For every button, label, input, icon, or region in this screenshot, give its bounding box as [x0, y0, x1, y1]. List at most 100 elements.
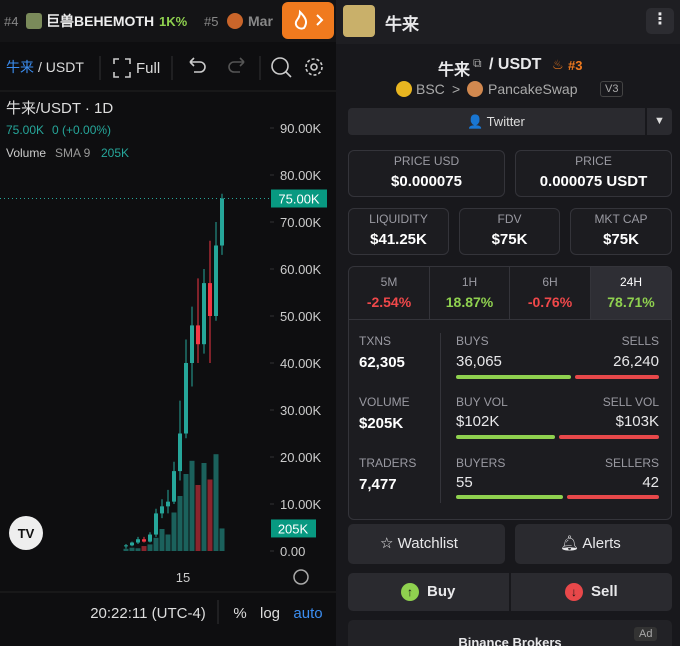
watchlist-button[interactable]: [348, 524, 505, 564]
chart-settings-icon[interactable]: [293, 569, 309, 585]
fire-icon: [294, 9, 308, 30]
stat-value: 55: [456, 474, 473, 491]
chart-title: 牛来/USDT · 1D: [6, 100, 113, 117]
stat-value: 62,305: [359, 354, 405, 371]
metric-label: LIQUIDITY: [369, 212, 428, 226]
token-icon: [227, 13, 243, 29]
stat-value: 42: [642, 474, 659, 491]
candle-body: [142, 539, 146, 542]
search-icon[interactable]: [271, 57, 289, 75]
timeframe-tab-active[interactable]: [591, 267, 671, 320]
chain-icon: [396, 81, 412, 97]
token-icon: [26, 13, 42, 29]
timeframe-tab[interactable]: [430, 267, 510, 320]
pair-base: 牛来: [6, 59, 34, 75]
undo-icon[interactable]: [189, 57, 206, 73]
candle-body: [130, 542, 134, 546]
volume-bar: [165, 534, 171, 551]
volume-bar: [141, 546, 147, 551]
chain: BSC: [416, 81, 445, 97]
fullscreen-icon[interactable]: [113, 58, 131, 78]
volume-bar: [153, 537, 159, 551]
stat-label: SELL VOL: [602, 395, 659, 409]
buy-button[interactable]: [348, 573, 509, 611]
divider: [440, 333, 441, 503]
timeframe-label: 6H: [542, 275, 558, 289]
dex: PancakeSwap: [488, 81, 578, 97]
timeframe-change: -2.54%: [366, 294, 412, 310]
metric-box: [570, 208, 672, 255]
timeframe-label: 1H: [461, 275, 478, 289]
dex-version: V3: [600, 81, 624, 97]
x-tick-label: 15: [176, 570, 190, 585]
metric-label: MKT CAP: [594, 212, 648, 226]
trending-name: Mar: [248, 13, 273, 29]
candle-body: [160, 506, 164, 514]
volume-bar: [213, 454, 219, 551]
percent-toggle[interactable]: %: [233, 605, 246, 622]
candle-body: [220, 198, 224, 246]
candle-body: [154, 513, 158, 535]
rank: #5: [204, 14, 218, 29]
price-box: [515, 150, 672, 197]
volume-bar: [177, 496, 183, 551]
dex-icon: [467, 81, 483, 97]
twitter-text: Twitter: [486, 114, 525, 129]
price-value: 0.000075 USDT: [539, 173, 648, 190]
stat-label: TXNS: [359, 334, 392, 348]
trending-name: 巨兽BEHEMOTH: [46, 13, 154, 29]
volume-value: 205K: [101, 146, 129, 160]
y-tick-label: 60.00K: [280, 262, 322, 277]
candle-body: [184, 363, 188, 434]
volume-bar: [207, 479, 213, 551]
top-bar-bg: [0, 0, 336, 42]
twitter-button[interactable]: [348, 108, 645, 135]
volume-bar: [219, 528, 225, 551]
sma-label: SMA 9: [55, 146, 91, 160]
last-volume-tag: [271, 519, 316, 538]
separator: >: [452, 81, 461, 97]
sell-icon: ↓: [565, 583, 583, 601]
y-tick-label: 20.00K: [280, 450, 322, 465]
volume-bar: [135, 548, 141, 551]
stat-label: VOLUME: [359, 395, 410, 409]
candle-body: [136, 539, 140, 543]
y-tick-label: 70.00K: [280, 215, 322, 230]
alerts-label: 🔔︎ Alerts: [560, 535, 621, 552]
price-usd-label: PRICE USD: [393, 154, 460, 168]
volume-bar: [147, 544, 153, 551]
metric-value: $75K: [603, 231, 639, 248]
settings-icon[interactable]: [305, 58, 323, 76]
trending-button[interactable]: [282, 2, 334, 39]
sell-label: Sell: [591, 583, 618, 600]
tradingview-logo-mark: TV: [18, 526, 35, 541]
redo-icon: [228, 57, 245, 73]
metric-value: $41.25K: [370, 231, 427, 248]
stat-label: TRADERS: [359, 456, 417, 470]
timeframe-tab[interactable]: [349, 267, 430, 320]
auto-toggle[interactable]: auto: [293, 605, 322, 622]
copy-icon[interactable]: ⧉: [473, 56, 482, 70]
ad-text: Binance Brokers: [458, 635, 562, 646]
volume-bar: [171, 512, 177, 551]
price-usd-box: [348, 150, 505, 197]
buy-ratio-bar: [456, 495, 563, 499]
twitter-dropdown[interactable]: ▼: [647, 108, 672, 135]
log-toggle[interactable]: log: [260, 605, 280, 622]
candle-body: [202, 283, 206, 345]
buy-ratio-bar: [456, 375, 571, 379]
menu-button[interactable]: ⋮: [646, 8, 674, 34]
full-button[interactable]: Full: [136, 60, 160, 77]
ad-banner[interactable]: Binance Brokers Ad: [348, 620, 672, 646]
token-name: 牛来: [385, 15, 419, 34]
pair-base: 牛来: [438, 62, 471, 79]
watchlist-text: Watchlist: [397, 535, 458, 552]
buy-icon: ↑: [401, 583, 419, 601]
stat-value: $205K: [359, 415, 404, 432]
candle-body: [208, 283, 212, 316]
timeframe-tab[interactable]: [510, 267, 591, 320]
sell-button[interactable]: [511, 573, 672, 611]
clock: 20:22:11 (UTC-4): [90, 605, 206, 622]
alerts-button[interactable]: [515, 524, 672, 564]
y-tick-label: 90.00K: [280, 121, 322, 136]
